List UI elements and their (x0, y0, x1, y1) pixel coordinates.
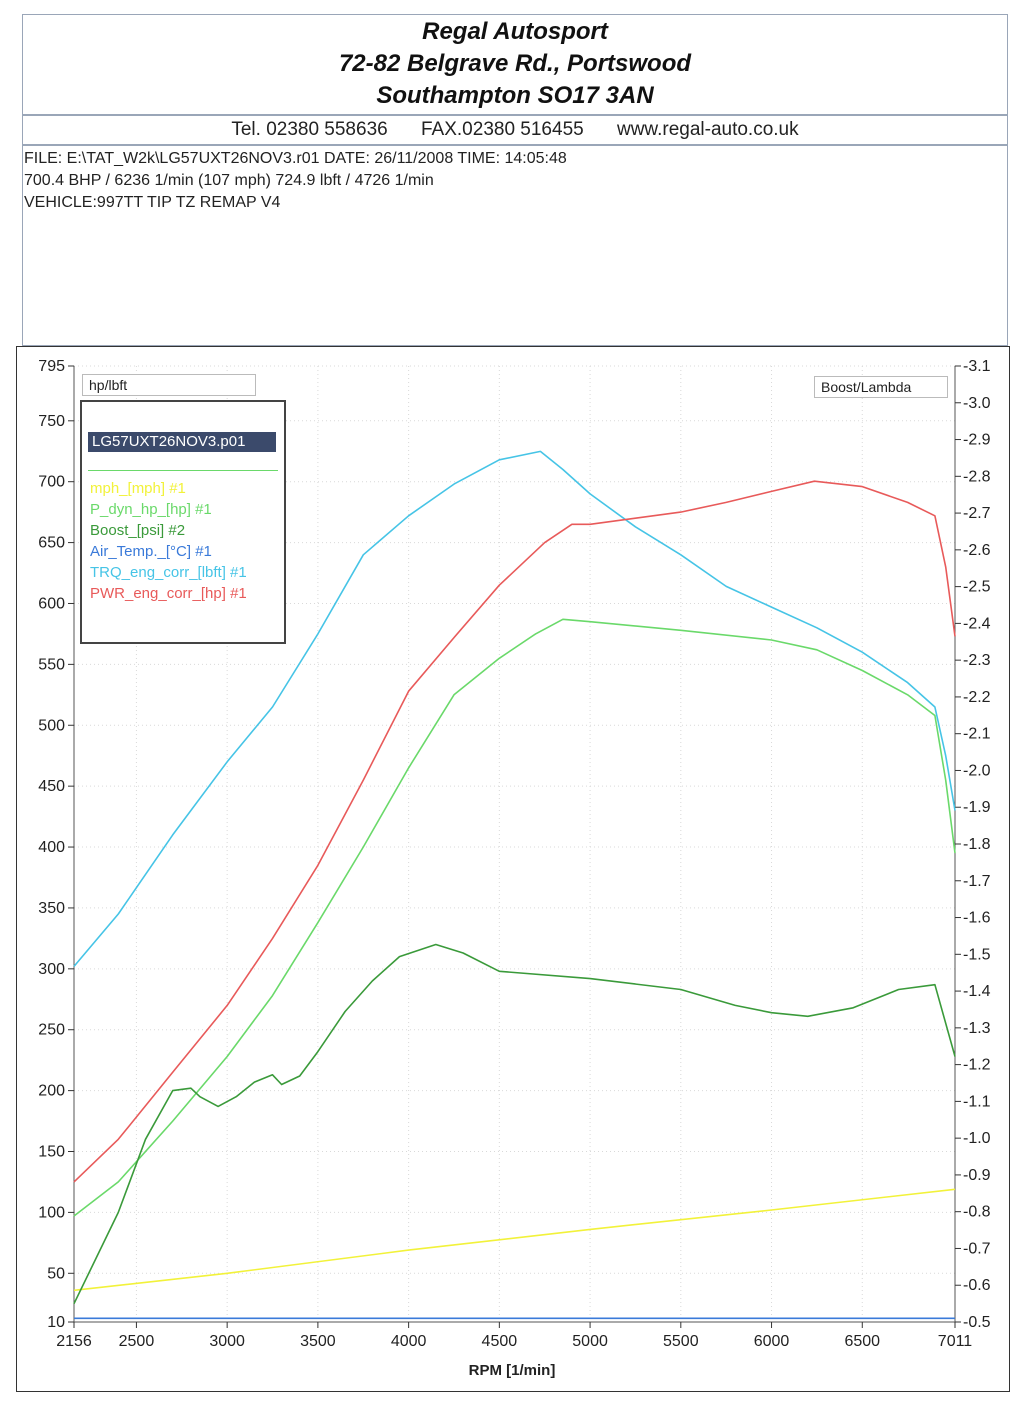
y-axis-ticks: 10 50 100 150 200 250 300 350 400 450 500 550 600 650… (38, 358, 74, 1331)
plot-frame (16, 346, 1010, 1392)
y-tick-label: 100 (38, 1204, 65, 1221)
y2-tick-label: -3.1 (963, 358, 991, 375)
y-tick-label: 350 (38, 900, 65, 917)
legend-item-0: mph_[mph] #1 (90, 480, 186, 497)
x-tick-label: 2156 (56, 1333, 92, 1350)
series-line-5 (73, 480, 956, 1183)
y-tick-label: 400 (38, 839, 65, 856)
y2-tick-label: -2.3 (963, 652, 991, 669)
y-tick-label: 700 (38, 474, 65, 491)
peak-values: 700.4 BHP / 6236 1/min (107 mph) 724.9 l… (24, 172, 434, 189)
y2-tick-label: -2.5 (963, 579, 991, 596)
y-tick-label: 200 (38, 1083, 65, 1100)
legend: LG57UXT26NOV3.p01 mph_[mph] #1 P_dyn_hp_[… (80, 400, 286, 644)
y2-tick-label: -1.9 (963, 799, 991, 816)
y-tick-label: 450 (38, 778, 65, 795)
company-address-2: Southampton SO17 3AN (376, 82, 654, 109)
y2-tick-label: -1.3 (963, 1020, 991, 1037)
series-line-2 (73, 943, 956, 1305)
y2-tick-label: -0.7 (963, 1240, 991, 1257)
legend-item-4: TRQ_eng_corr_[lbft] #1 (90, 564, 247, 581)
y2-tick-label: -1.1 (963, 1093, 991, 1110)
series-line-4 (73, 450, 956, 967)
y2-tick-label: -2.6 (963, 542, 991, 559)
y2-axis-ticks: -3.1 -3.0 -2.9 -2.8 -2.7 -2.6 -2.5 -2.4 -2.3 -2.2… (955, 358, 991, 1331)
x-tick-label: 2500 (119, 1333, 155, 1350)
y2-tick-label: -2.8 (963, 468, 991, 485)
phone-number: Tel. 02380 558636 (231, 119, 388, 140)
company-address-1: 72-82 Belgrave Rd., Portswood (338, 50, 692, 77)
x-tick-label: 7011 (938, 1333, 973, 1350)
y-tick-label: 600 (38, 595, 65, 612)
x-tick-label: 5500 (663, 1333, 699, 1350)
x-axis-ticks: 2156 2500 3000 3500 4000 4500 5000 5500 6000 6500… (56, 1322, 972, 1350)
y2-tick-label: -3.0 (963, 395, 991, 412)
y2-tick-label: -0.8 (963, 1204, 991, 1221)
series-line-0 (73, 1188, 956, 1292)
header-box (22, 14, 1008, 116)
y2-tick-label: -1.6 (963, 910, 991, 927)
grid (74, 365, 955, 1322)
x-tick-label: 3000 (209, 1333, 245, 1350)
y-tick-label: 650 (38, 535, 65, 552)
legend-divider (88, 470, 278, 471)
series-lines (73, 450, 956, 1320)
y-tick-label: 150 (38, 1144, 65, 1161)
y2-tick-label: -0.9 (963, 1167, 991, 1184)
legend-item-3: Air_Temp._[°C] #1 (90, 543, 212, 560)
contact-box (22, 114, 1008, 146)
x-tick-label: 4000 (391, 1333, 427, 1350)
legend-item-2: Boost_[psi] #2 (90, 522, 186, 539)
y-tick-label: 10 (47, 1314, 65, 1331)
series-line-1 (73, 618, 956, 1217)
x-tick-label: 3500 (300, 1333, 336, 1350)
y2-tick-label: -1.7 (963, 873, 991, 890)
y-tick-label: 795 (38, 358, 65, 375)
legend-title: LG57UXT26NOV3.p01 (88, 432, 276, 452)
right-scale-label: Boost/Lambda (814, 376, 948, 398)
y2-tick-label: -1.2 (963, 1057, 991, 1074)
file-info: FILE: E:\TAT_W2k\LG57UXT26NOV3.r01 DATE:… (24, 150, 567, 167)
info-box (22, 144, 1008, 346)
y2-tick-label: -2.7 (963, 505, 991, 522)
left-scale-label: hp/lbft (82, 374, 256, 396)
contact-line: Tel. 02380 558636 FAX.02380 516455 www.r… (0, 119, 1024, 141)
x-axis-title: RPM [1/min] (469, 1362, 556, 1379)
website: www.regal-auto.co.uk (616, 119, 799, 140)
x-tick-label: 6000 (754, 1333, 790, 1350)
y2-tick-label: -2.0 (963, 762, 991, 779)
vehicle-info: VEHICLE:997TT TIP TZ REMAP V4 (24, 194, 281, 211)
legend-item-1: P_dyn_hp_[hp] #1 (90, 501, 212, 518)
y2-tick-label: -2.9 (963, 432, 991, 449)
y-tick-label: 500 (38, 717, 65, 734)
y2-tick-label: -0.5 (963, 1314, 991, 1331)
y-tick-label: 50 (47, 1265, 65, 1282)
y2-tick-label: -2.2 (963, 689, 991, 706)
x-tick-label: 4500 (482, 1333, 518, 1350)
y2-tick-label: -1.0 (963, 1130, 991, 1147)
y2-tick-label: -2.1 (963, 726, 991, 743)
legend-item-5: PWR_eng_corr_[hp] #1 (90, 585, 247, 602)
y-tick-label: 300 (38, 961, 65, 978)
x-tick-label: 6500 (844, 1333, 880, 1350)
x-tick-label: 5000 (572, 1333, 608, 1350)
fax-number: FAX.02380 516455 (421, 119, 584, 140)
y2-tick-label: -0.6 (963, 1277, 991, 1294)
y-tick-label: 250 (38, 1022, 65, 1039)
y2-tick-label: -1.8 (963, 836, 991, 853)
company-name: Regal Autosport (422, 18, 608, 45)
y-tick-label: 550 (38, 656, 65, 673)
y2-tick-label: -1.4 (963, 983, 991, 1000)
y-tick-label: 750 (38, 413, 65, 430)
y2-tick-label: -1.5 (963, 946, 991, 963)
y2-tick-label: -2.4 (963, 615, 991, 632)
